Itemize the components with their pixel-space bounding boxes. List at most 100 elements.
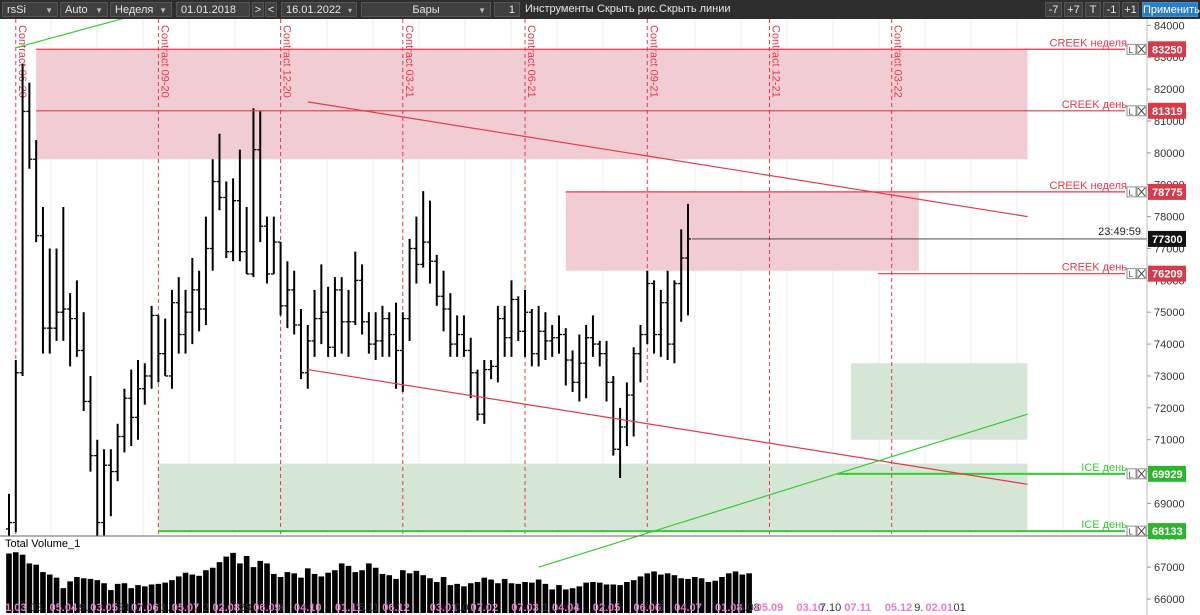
volume-bar [535, 579, 542, 613]
volume-bar [719, 577, 725, 613]
volume-bar [359, 570, 365, 613]
ohlc-bar [19, 63, 26, 376]
trend-line-green[interactable] [15, 19, 145, 49]
x-axis-label: 07.03 [511, 602, 539, 614]
ohlc-bar [481, 360, 488, 424]
x-axis: 1.03 03 05.04 9. 03.05 31 07.06 1. 05.07 2 02.0823… [5, 602, 966, 614]
volume-bar [515, 583, 522, 613]
ohlc-bar [297, 309, 304, 380]
ohlc-bar [562, 328, 569, 386]
hide-drawings-button[interactable]: Скрыть рис. [597, 3, 659, 15]
price-bars [6, 63, 691, 545]
level-close-icon[interactable]: L [1126, 468, 1147, 480]
level-close-icon[interactable]: L [1126, 43, 1147, 55]
volume-bar [501, 578, 508, 613]
y-tick-label: 69000 [1154, 498, 1185, 510]
volume-bar [114, 583, 121, 613]
volume-bar [33, 564, 39, 613]
hide-lines-button[interactable]: Скрыть линии [659, 3, 731, 15]
volume-bar [617, 585, 623, 613]
apply-button[interactable]: Применить [1142, 2, 1200, 17]
x-axis-label: 2 [203, 602, 209, 614]
trend-line-red[interactable] [307, 368, 1028, 485]
ticker-select[interactable]: rsSi ▼ [2, 2, 58, 17]
price-tag [1148, 183, 1186, 200]
plus1-button[interactable]: +1 [1122, 2, 1139, 17]
y-tick-label: 74000 [1154, 339, 1185, 351]
ohlc-bar [678, 229, 685, 322]
price-tag [1148, 523, 1186, 540]
price-tag-value: 78775 [1152, 187, 1183, 199]
volume-bar [481, 577, 488, 613]
volume-bar [101, 583, 107, 613]
y-tick-label: 72000 [1154, 403, 1185, 415]
x-axis-label: 7.01 [453, 602, 474, 614]
trend-lines [15, 19, 1028, 568]
y-tick-label: 82000 [1154, 84, 1185, 96]
nav-back-button[interactable]: < [265, 2, 277, 17]
bar-timer: 23:49:59 [1098, 226, 1141, 238]
nav-forward-button[interactable]: > [252, 2, 264, 17]
volume-bar [467, 583, 474, 613]
ohlc-bar [80, 312, 87, 412]
scale-select[interactable]: Auto ▼ [60, 2, 108, 17]
volume-bar [549, 589, 555, 613]
x-axis-label: 9. [79, 602, 88, 614]
level-close-icon[interactable]: L [1126, 186, 1147, 198]
volume-bar [725, 573, 732, 613]
level-close-icon[interactable]: L [1126, 268, 1147, 280]
x-axis-label: 6 [658, 602, 664, 614]
y-tick-label: 73000 [1154, 371, 1185, 383]
price-tag-value: 76209 [1152, 269, 1183, 281]
trend-line-green[interactable] [538, 413, 1028, 568]
ohlc-bar [386, 312, 393, 357]
calendar-icon[interactable]: ▾ [347, 6, 352, 15]
volume-bar [529, 582, 535, 613]
volume-bar [26, 563, 33, 613]
instruments-button[interactable]: Инструменты [525, 3, 594, 15]
ohlc-bar [311, 289, 318, 357]
ohlc-bar [128, 369, 135, 447]
volume-bars [0, 536, 1147, 615]
chart-type-select[interactable]: Бары ▼ [361, 2, 491, 17]
zone-green [158, 463, 1028, 532]
period-select[interactable]: Неделя ▼ [110, 2, 172, 17]
x-axis-label: 02.05 [593, 602, 621, 614]
price-tag-value: 77300 [1152, 234, 1183, 246]
level-close-icon[interactable]: L [1126, 105, 1147, 117]
ohlc-bar [508, 280, 515, 357]
volume-bar [664, 573, 671, 613]
ohlc-bar [121, 388, 128, 453]
volume-bar [732, 571, 739, 613]
svg-text:L: L [1129, 46, 1134, 55]
ohlc-bar [148, 305, 155, 389]
volume-bar [121, 583, 128, 613]
ohlc-bar [372, 312, 379, 361]
price-chart[interactable]: Contract 06-20 Contract 09-20 Contract 12-… [0, 19, 1200, 615]
ohlc-bar [114, 423, 121, 482]
trend-line-red[interactable] [307, 101, 1028, 218]
zoom-plus7-button[interactable]: +7 [1064, 2, 1083, 17]
zoom-minus7-button[interactable]: -7 [1045, 2, 1062, 17]
x-axis-label: 05.09 [756, 602, 784, 614]
volume-bar [698, 578, 705, 613]
ohlc-bar [243, 207, 250, 275]
svg-text:L: L [1129, 270, 1134, 279]
multiplier-input[interactable]: 1 [494, 2, 520, 17]
date-from-input[interactable]: 01.01.2018 [176, 2, 250, 17]
x-axis-label: 02.08 [213, 602, 241, 614]
chart-toolbar: rsSi ▼ Auto ▼ Неделя ▼ 01.01.2018 > < 16.01… [0, 0, 1200, 19]
ohlc-bar [345, 289, 352, 357]
date-to-input[interactable]: 16.01.2022 ▾ [281, 2, 357, 17]
t-button[interactable]: T [1085, 2, 1101, 17]
minus1-button[interactable]: -1 [1103, 2, 1120, 17]
ohlc-bar [284, 261, 291, 329]
ohlc-bar [393, 302, 400, 389]
scale-value: Auto [65, 4, 88, 16]
date-from-value: 01.01.2018 [181, 4, 237, 16]
ohlc-bar [501, 305, 508, 357]
volume-bar [624, 582, 630, 613]
volume-bar [284, 572, 291, 613]
ohlc-bar [87, 375, 94, 472]
